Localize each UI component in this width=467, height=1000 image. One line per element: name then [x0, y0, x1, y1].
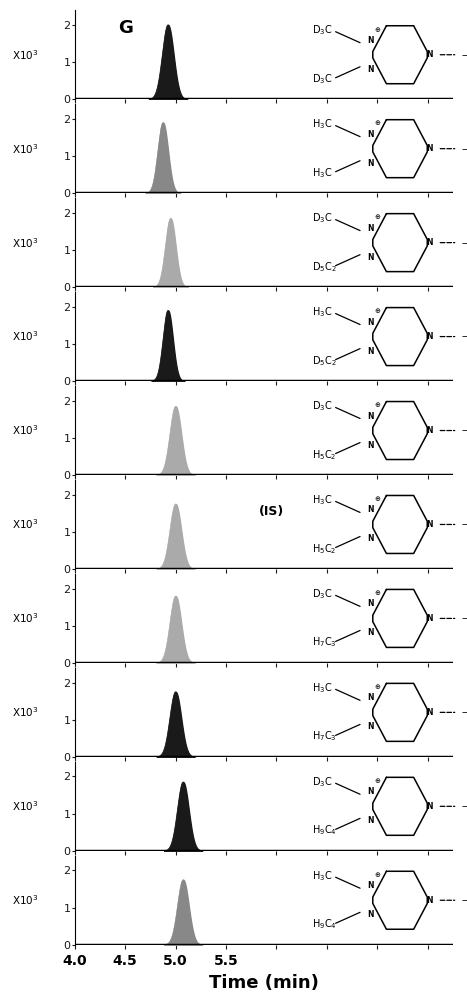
Text: ⊕: ⊕ — [375, 872, 381, 878]
Text: —: — — [461, 332, 467, 342]
Text: H$_3$C: H$_3$C — [312, 493, 333, 507]
Text: —: — — [461, 426, 467, 436]
Text: ⊕: ⊕ — [375, 27, 381, 33]
Text: —: — — [461, 144, 467, 154]
Text: H$_7$C$_3$: H$_7$C$_3$ — [312, 636, 337, 649]
Text: N: N — [368, 505, 374, 514]
Text: ⊕: ⊕ — [375, 402, 381, 408]
Text: —: — — [461, 238, 467, 248]
Text: N: N — [368, 881, 374, 890]
Text: N: N — [368, 253, 374, 262]
Text: X10$^3$: X10$^3$ — [12, 236, 39, 250]
Text: N: N — [368, 787, 374, 796]
Text: H$_5$C$_2$: H$_5$C$_2$ — [312, 542, 337, 556]
Text: ⊕: ⊕ — [375, 684, 381, 690]
Text: N: N — [426, 332, 432, 341]
Text: N: N — [368, 65, 374, 74]
Text: ⊕: ⊕ — [375, 120, 381, 126]
Text: N: N — [426, 144, 432, 153]
Text: N: N — [426, 802, 432, 811]
Text: X10$^3$: X10$^3$ — [12, 518, 39, 531]
Text: X10$^3$: X10$^3$ — [12, 48, 39, 62]
Text: H$_9$C$_4$: H$_9$C$_4$ — [312, 824, 337, 837]
Text: H$_5$C$_2$: H$_5$C$_2$ — [312, 448, 337, 462]
Text: X10$^3$: X10$^3$ — [12, 705, 39, 719]
Text: N: N — [426, 896, 432, 905]
Text: —: — — [461, 707, 467, 717]
Text: H$_3$C: H$_3$C — [312, 869, 333, 883]
Text: N: N — [368, 599, 374, 608]
Text: —: — — [461, 50, 467, 60]
Text: N: N — [368, 693, 374, 702]
Text: G: G — [118, 19, 133, 37]
Text: N: N — [368, 816, 374, 825]
Text: H$_3$C: H$_3$C — [312, 166, 333, 180]
Text: —: — — [461, 519, 467, 529]
Text: D$_3$C: D$_3$C — [312, 587, 333, 601]
Text: ⊕: ⊕ — [375, 214, 381, 220]
Text: N: N — [368, 318, 374, 327]
Text: H$_9$C$_4$: H$_9$C$_4$ — [312, 918, 337, 931]
Text: D$_3$C: D$_3$C — [312, 72, 333, 86]
Text: H$_3$C: H$_3$C — [312, 118, 333, 131]
Text: N: N — [426, 50, 432, 59]
Text: X10$^3$: X10$^3$ — [12, 612, 39, 625]
Text: X10$^3$: X10$^3$ — [12, 142, 39, 156]
Text: X10$^3$: X10$^3$ — [12, 799, 39, 813]
Text: H$_3$C: H$_3$C — [312, 306, 333, 319]
Text: ⊕: ⊕ — [375, 778, 381, 784]
Text: ⊕: ⊕ — [375, 590, 381, 596]
Text: —: — — [461, 801, 467, 811]
Text: X10$^3$: X10$^3$ — [12, 330, 39, 343]
Text: N: N — [426, 426, 432, 435]
Text: D$_5$C$_2$: D$_5$C$_2$ — [312, 354, 337, 368]
Text: D$_3$C: D$_3$C — [312, 399, 333, 413]
Text: N: N — [426, 520, 432, 529]
Text: —: — — [461, 613, 467, 623]
Text: X10$^3$: X10$^3$ — [12, 424, 39, 437]
Text: (IS): (IS) — [259, 505, 284, 518]
Text: D$_3$C: D$_3$C — [312, 212, 333, 225]
Text: D$_3$C: D$_3$C — [312, 24, 333, 37]
Text: N: N — [368, 722, 374, 731]
Text: N: N — [426, 238, 432, 247]
Text: N: N — [368, 441, 374, 450]
Text: D$_3$C: D$_3$C — [312, 775, 333, 789]
Text: N: N — [368, 36, 374, 45]
Text: ⊕: ⊕ — [375, 308, 381, 314]
Text: N: N — [368, 534, 374, 543]
Text: D$_5$C$_2$: D$_5$C$_2$ — [312, 260, 337, 274]
Text: —: — — [461, 895, 467, 905]
Text: H$_3$C: H$_3$C — [312, 681, 333, 695]
Text: N: N — [426, 614, 432, 623]
Text: X10$^3$: X10$^3$ — [12, 893, 39, 907]
Text: N: N — [368, 910, 374, 919]
Text: N: N — [368, 628, 374, 637]
Text: N: N — [368, 130, 374, 139]
Text: H$_7$C$_3$: H$_7$C$_3$ — [312, 730, 337, 743]
X-axis label: Time (min): Time (min) — [209, 974, 319, 992]
Text: N: N — [368, 224, 374, 233]
Text: N: N — [368, 412, 374, 421]
Text: N: N — [368, 347, 374, 356]
Text: N: N — [426, 708, 432, 717]
Text: N: N — [368, 159, 374, 168]
Text: ⊕: ⊕ — [375, 496, 381, 502]
